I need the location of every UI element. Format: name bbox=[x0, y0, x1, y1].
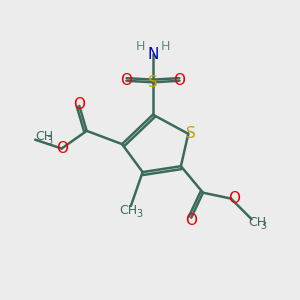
Text: O: O bbox=[173, 73, 185, 88]
Text: CH: CH bbox=[119, 204, 137, 217]
Text: 3: 3 bbox=[46, 136, 52, 146]
Text: O: O bbox=[73, 97, 85, 112]
Text: CH: CH bbox=[35, 130, 53, 143]
Text: H: H bbox=[136, 40, 145, 53]
Text: S: S bbox=[148, 75, 158, 90]
Text: O: O bbox=[56, 141, 68, 156]
Text: CH: CH bbox=[249, 216, 267, 229]
Text: O: O bbox=[228, 191, 240, 206]
Text: N: N bbox=[147, 47, 159, 62]
Text: 3: 3 bbox=[136, 209, 142, 219]
Text: O: O bbox=[185, 213, 197, 228]
Text: H: H bbox=[160, 40, 170, 53]
Text: O: O bbox=[120, 73, 132, 88]
Text: 3: 3 bbox=[260, 221, 266, 231]
Text: S: S bbox=[186, 126, 196, 141]
